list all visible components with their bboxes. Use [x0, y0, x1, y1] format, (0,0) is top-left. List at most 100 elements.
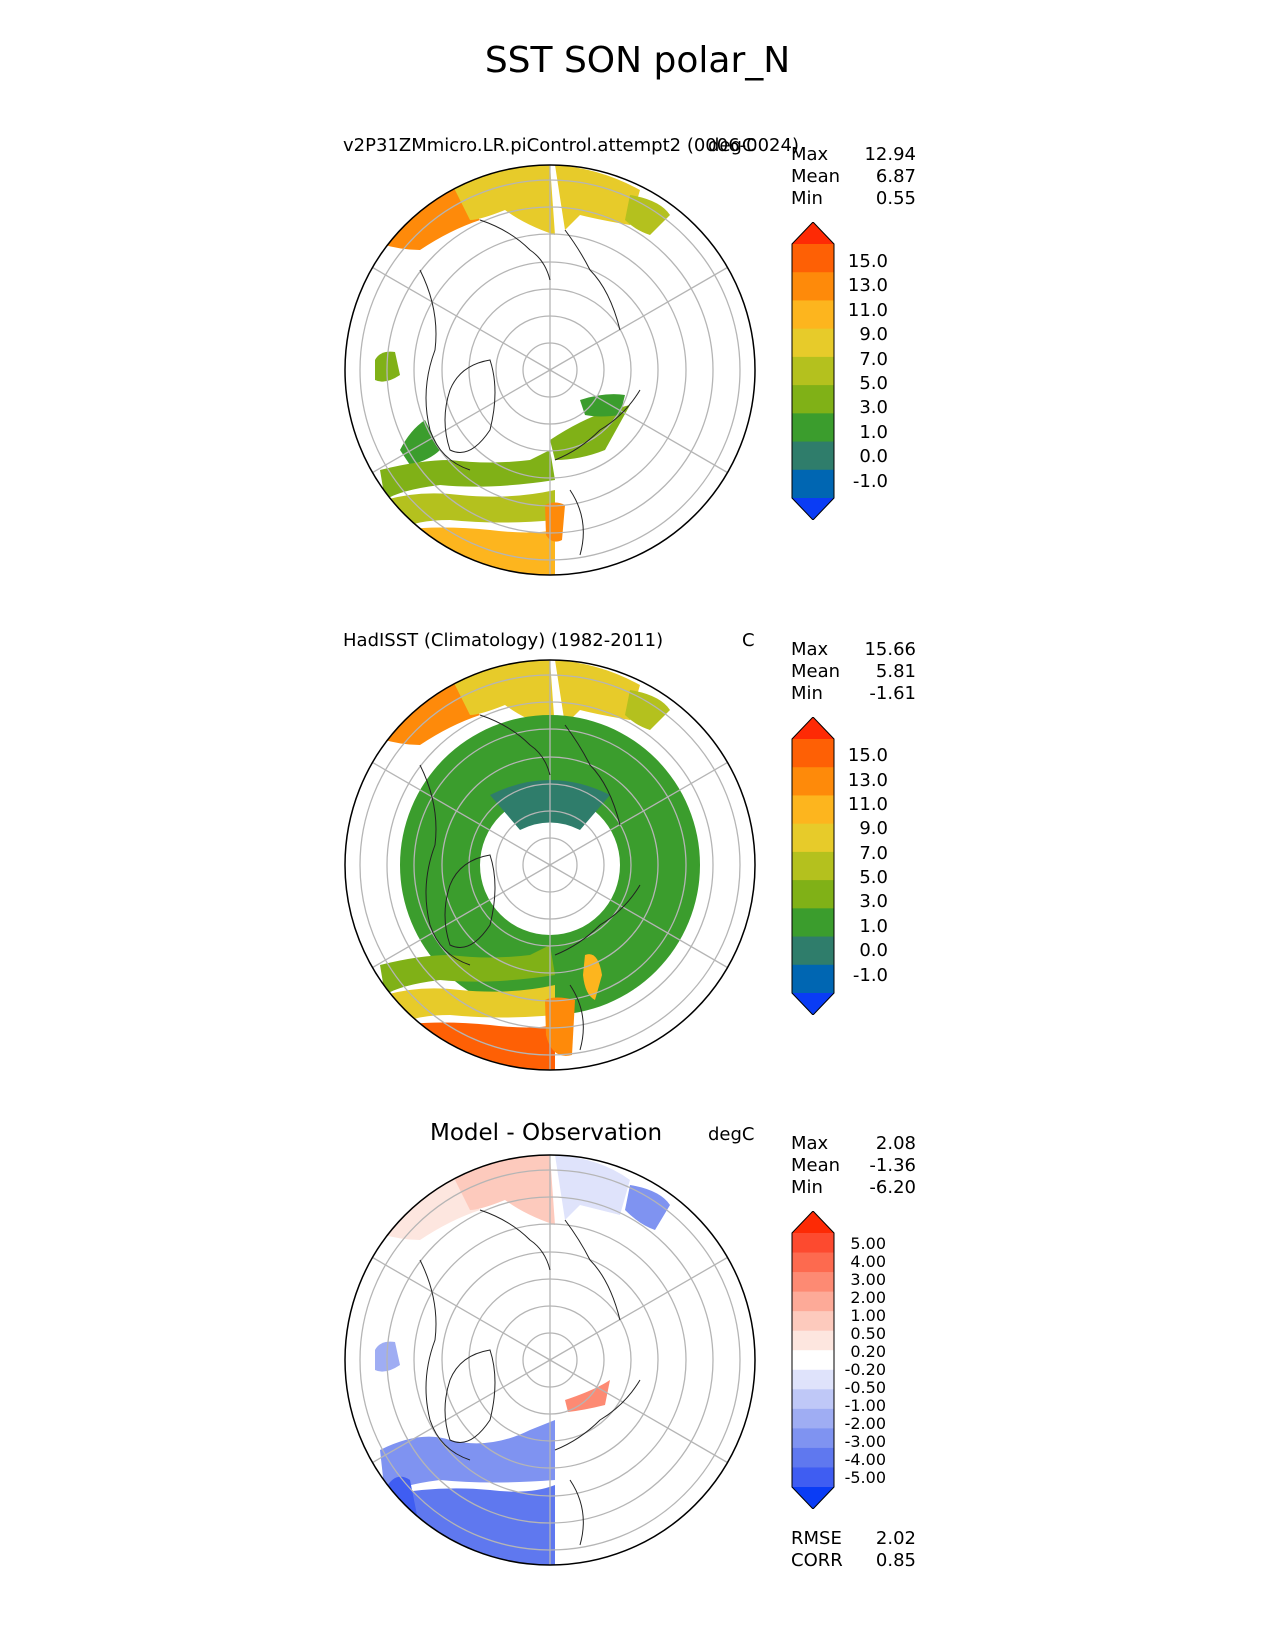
sst-region-arctic-ring — [400, 715, 700, 1015]
cb-tick: -1.0 — [852, 965, 888, 986]
cb-tick: 0.0 — [859, 446, 888, 467]
colorbar-outline — [791, 1211, 835, 1509]
colorbar-bin — [792, 469, 834, 499]
colorbar-extend-max — [792, 1211, 834, 1233]
figure-title: SST SON polar_N — [484, 40, 791, 81]
stat-mean-label: Mean — [791, 166, 841, 187]
rmse-value: 2.02 — [875, 1528, 916, 1549]
colorbar — [791, 717, 835, 1015]
cb-tick: -2.00 — [844, 1414, 886, 1433]
colorbar-bin — [792, 739, 834, 768]
sst-region-bering — [625, 195, 670, 235]
units-label: degC — [708, 135, 755, 156]
coastline-europe — [554, 1379, 641, 1546]
cb-tick: 1.0 — [859, 916, 888, 937]
stat-max-label: Max — [791, 1133, 829, 1154]
coastline-america — [419, 1259, 471, 1461]
cb-tick: 15.0 — [847, 251, 888, 272]
cb-tick: 9.0 — [859, 324, 888, 345]
cb-tick: 0.50 — [850, 1324, 886, 1343]
sst-region-atlantic-mid — [385, 490, 555, 530]
stat-mean-label: Mean — [791, 1155, 841, 1176]
stats-box: Max 12.94 Mean 6.87 Min 0.55 — [791, 144, 916, 210]
units-label: C — [742, 630, 755, 651]
metrics-box: RMSE 2.02 CORR 0.85 — [791, 1528, 916, 1572]
cb-tick: 1.00 — [850, 1306, 886, 1325]
colorbar-outline — [791, 717, 835, 1015]
coastline-greenland — [444, 1349, 496, 1443]
colorbar-extend-min — [792, 1487, 834, 1509]
cb-tick: 11.0 — [847, 300, 888, 321]
coastline-america — [419, 269, 471, 471]
coastline-asia — [479, 1209, 621, 1321]
colorbar-bin — [792, 441, 834, 471]
colorbar-bin — [792, 1233, 834, 1254]
stat-min-value: -6.20 — [869, 1177, 916, 1198]
colorbar-bin — [792, 1369, 834, 1390]
sst-region-pacific-mid — [450, 165, 555, 235]
cb-tick: 0.0 — [859, 940, 888, 961]
colorbar-bin — [792, 300, 834, 330]
colorbar-extend-min — [792, 498, 834, 520]
corr-label: CORR — [791, 1550, 843, 1571]
cb-tick: 0.20 — [850, 1342, 886, 1361]
cb-tick: 13.0 — [847, 275, 888, 296]
colorbar-bin — [792, 851, 834, 881]
cb-tick: 1.0 — [859, 422, 888, 443]
colorbar-bin — [792, 795, 834, 825]
colorbar-extend-min — [792, 993, 834, 1015]
colorbar-bin — [792, 328, 834, 358]
colorbar-bin — [792, 413, 834, 443]
stat-mean-value: 6.87 — [875, 166, 916, 187]
colorbar-bin — [792, 1428, 834, 1449]
coastline-europe — [554, 389, 641, 556]
colorbar-bin — [792, 272, 834, 301]
cb-tick: 5.0 — [859, 373, 888, 394]
stat-min-value: 0.55 — [875, 188, 916, 209]
colorbar-extend-max — [792, 222, 834, 244]
stat-max-value: 2.08 — [875, 1133, 916, 1154]
cb-tick: -0.50 — [844, 1378, 886, 1397]
cb-tick: 5.0 — [859, 867, 888, 888]
sst-region-north-sea — [545, 997, 575, 1056]
coastline-europe — [554, 884, 641, 1051]
stat-mean-value: -1.36 — [869, 1155, 916, 1176]
stat-max-value: 15.66 — [864, 639, 916, 660]
colorbar-bin — [792, 908, 834, 938]
cb-tick: 3.0 — [859, 397, 888, 418]
stat-max-label: Max — [791, 144, 829, 165]
colorbar-extend-max — [792, 717, 834, 739]
colorbar-bin — [792, 880, 834, 909]
cb-tick: 13.0 — [847, 770, 888, 791]
cb-tick: -5.00 — [844, 1468, 886, 1487]
cb-tick: -0.20 — [844, 1360, 886, 1379]
cb-tick: 15.0 — [847, 745, 888, 766]
diff-region-pacific-mid — [450, 1155, 555, 1225]
stats-box: Max 15.66 Mean 5.81 Min -1.61 — [791, 639, 916, 705]
sst-region-atlantic-north — [380, 450, 555, 500]
panel-title: Model - Observation — [430, 1120, 663, 1146]
colorbar-bin — [792, 1272, 834, 1293]
colorbar-swatches — [791, 222, 835, 520]
sst-region-atlantic-mid — [385, 985, 555, 1025]
colorbar-bin — [792, 767, 834, 796]
colorbar — [791, 1211, 835, 1509]
stat-max-value: 12.94 — [864, 144, 916, 165]
cb-tick: 3.00 — [850, 1270, 886, 1289]
colorbar-swatches — [791, 717, 835, 1015]
sst-region-bering — [625, 690, 670, 730]
stat-max-label: Max — [791, 639, 829, 660]
stat-min-label: Min — [791, 1177, 823, 1198]
cb-tick: 3.0 — [859, 891, 888, 912]
polar-map — [344, 659, 756, 1071]
colorbar-outline — [791, 222, 835, 520]
stats-box: Max 2.08 Mean -1.36 Min -6.20 — [791, 1133, 916, 1199]
sst-region-norwegian — [550, 405, 630, 460]
coastline-asia — [479, 219, 621, 331]
colorbar — [791, 222, 835, 520]
coastline-america — [419, 764, 471, 966]
colorbar-bin — [792, 936, 834, 966]
colorbar-bin — [792, 1330, 834, 1351]
